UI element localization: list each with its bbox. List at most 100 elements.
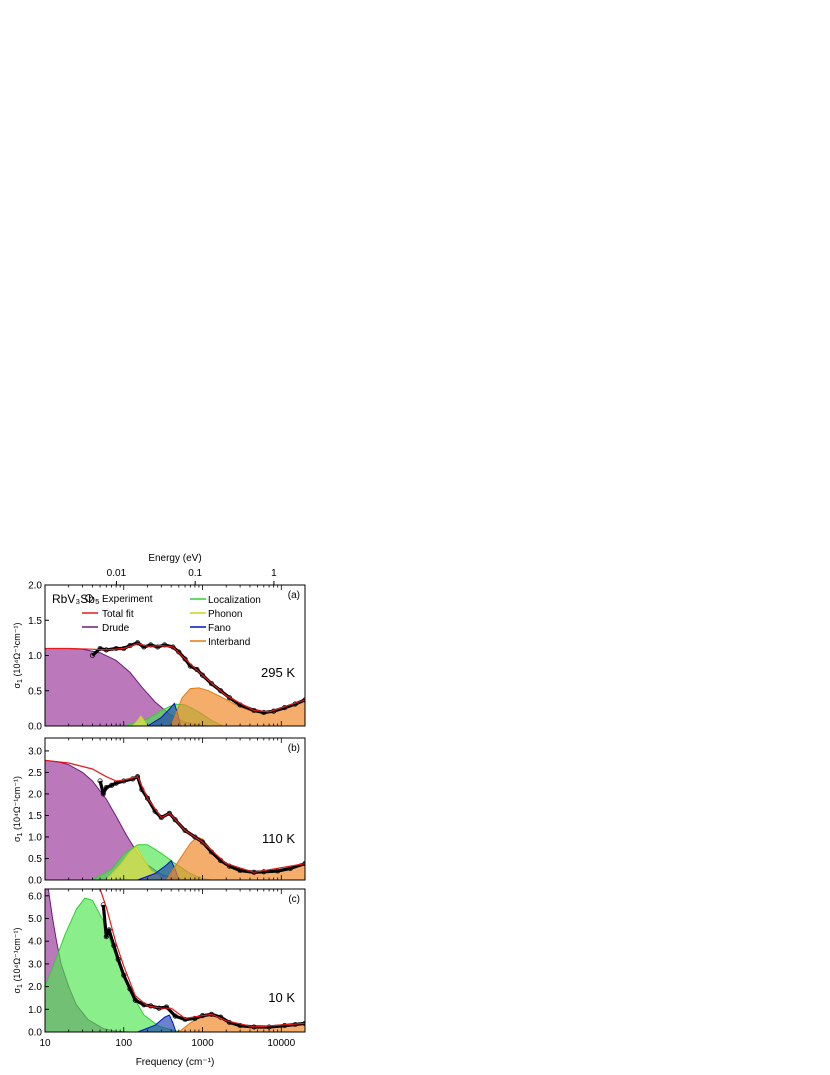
y-tick-label: 6.0: [28, 891, 42, 902]
experiment-point: [109, 782, 115, 788]
temperature-label: 10 K: [268, 990, 295, 1005]
legend-item-drude: Drude: [82, 623, 130, 634]
x-tick-label: 1000: [191, 1038, 214, 1049]
experiment-point: [111, 943, 117, 949]
plot-area: [45, 759, 305, 880]
panel-c: 0.0 1.0 2.0 3.0 4.0 5.0 6.0 (c) 10 K σ1 (10⁴Ω⁻¹cm…: [12, 888, 306, 1039]
experiment-point: [199, 839, 206, 845]
x-tick-label: 10000: [267, 1038, 295, 1049]
phonon-area: [132, 715, 149, 726]
legend-label-localization: Localization: [208, 595, 261, 606]
top-tick-label: 1: [271, 568, 277, 579]
legend-item-phonon: Phonon: [190, 609, 242, 620]
legend-item-interband: Interband: [190, 637, 250, 648]
experiment-point: [162, 642, 168, 648]
experiment-point: [192, 834, 198, 840]
y-tick-label: 2.0: [28, 982, 42, 993]
x-tick-label: 10: [39, 1038, 51, 1049]
total-fit-line: [92, 889, 305, 1028]
experiment-point: [182, 827, 188, 834]
total-fit-line: [45, 759, 305, 873]
top-tick-label: 0.01: [107, 568, 127, 579]
experiment-point: [132, 997, 138, 1003]
legend-label-fano: Fano: [208, 623, 231, 634]
plot-frame: [44, 737, 306, 881]
experiment-point: [192, 1015, 198, 1021]
experiment-point: [172, 817, 178, 823]
legend-item-fano: Fano: [190, 623, 231, 634]
experiment-point: [158, 815, 164, 821]
legend-label-phonon: Phonon: [208, 609, 242, 620]
experiment-point: [261, 869, 267, 875]
y-tick-label: 2.0: [28, 789, 42, 800]
temperature-label: 110 K: [262, 831, 295, 846]
y-tick-label: 0.0: [28, 1028, 42, 1039]
y-tick-label: 0.5: [28, 854, 42, 865]
experiment-point: [218, 688, 224, 694]
experiment-point: [166, 810, 172, 816]
localization-area: [45, 897, 191, 1032]
legend-item-total-fit: Total fit: [82, 609, 134, 620]
experiment-point: [208, 681, 215, 687]
experiment-point: [121, 972, 127, 978]
y-axis-label: σ1 (10⁴Ω⁻¹cm⁻¹): [12, 776, 24, 842]
panel-letter: (c): [288, 894, 300, 905]
y-axis-label: σ1 (10⁴Ω⁻¹cm⁻¹): [12, 927, 24, 993]
y-tick-label: 1.0: [28, 1005, 42, 1016]
panel-letter: (a): [288, 590, 300, 601]
legend-item-experiment: Experiment: [85, 594, 153, 605]
legend-label-interband: Interband: [208, 637, 250, 648]
experiment-point: [172, 1013, 178, 1019]
experiment-point: [194, 667, 200, 673]
experiment-point: [176, 649, 182, 655]
panel-letter: (b): [288, 743, 300, 754]
experiment-point: [226, 863, 233, 869]
experiment-point: [226, 695, 233, 701]
experiment-point: [100, 791, 106, 797]
y-tick-label: 1.0: [28, 832, 42, 843]
plot-frame: [44, 888, 306, 1033]
legend: Experiment Total fit Drude Localization …: [82, 594, 261, 648]
y-tick-label: 5.0: [28, 914, 42, 925]
legend-item-localization: Localization: [190, 595, 261, 606]
experiment-point: [164, 1004, 170, 1010]
fano-area: [137, 1014, 177, 1032]
experiment-point: [89, 652, 95, 659]
y-tick-label: 1.5: [28, 811, 42, 822]
experiment-point: [182, 1016, 188, 1023]
experiment-point: [115, 956, 121, 962]
y-tick-label: 0.0: [28, 722, 42, 733]
x-tick-label: 100: [115, 1038, 132, 1049]
y-tick-label: 2.5: [28, 768, 42, 779]
experiment-point: [103, 784, 109, 791]
y-tick-label: 3.0: [28, 959, 42, 970]
y-tick-label: 2.0: [28, 581, 42, 592]
top-tick-label: 0.1: [188, 568, 202, 579]
experiment-point: [282, 1023, 288, 1029]
total-fit-line: [45, 642, 305, 713]
panel-a: 0.0 0.5 1.0 1.5 2.0 (a) 295 K σ1 (10⁴Ω⁻¹cm⁻¹): [12, 581, 306, 733]
experiment-point: [135, 640, 141, 646]
experiment-point: [266, 1024, 272, 1030]
sample-label: RbV₃Sb₅: [52, 592, 100, 606]
y-tick-label: 4.0: [28, 937, 42, 948]
y-tick-label: 3.0: [28, 746, 42, 757]
experiment-point: [148, 642, 154, 648]
experiment-point: [97, 645, 103, 652]
legend-label-total-fit: Total fit: [102, 609, 134, 620]
plot-area: [45, 640, 305, 726]
experiment-point: [182, 656, 188, 662]
y-tick-label: 0.0: [28, 876, 42, 887]
plot-area: [45, 889, 305, 1032]
experiment-point: [97, 778, 103, 784]
experiment-point: [144, 795, 151, 801]
panel-b: 0.0 0.5 1.0 1.5 2.0 2.5 3.0 (b) 110 K σ1 (10⁴Ω⁻¹c…: [12, 737, 306, 887]
y-axis-label: σ1 (10⁴Ω⁻¹cm⁻¹): [12, 622, 24, 688]
y-tick-label: 1.0: [28, 651, 42, 662]
experiment-point: [106, 927, 112, 933]
legend-label-drude: Drude: [102, 623, 130, 634]
y-tick-label: 0.5: [28, 686, 42, 697]
legend-label-experiment: Experiment: [102, 594, 153, 605]
temperature-label: 295 K: [261, 665, 295, 680]
